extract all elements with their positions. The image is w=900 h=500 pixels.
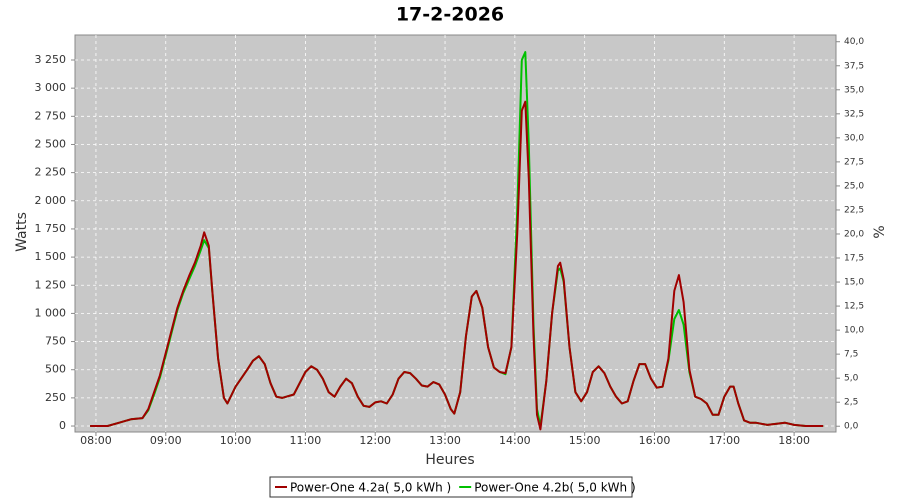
y-tick-label: 1 250 bbox=[35, 278, 67, 291]
x-tick-label: 15:00 bbox=[569, 434, 601, 447]
x-tick-label: 13:00 bbox=[429, 434, 461, 447]
x-tick-label: 17:00 bbox=[708, 434, 740, 447]
y-tick-label: 2 000 bbox=[35, 194, 67, 207]
x-tick-label: 09:00 bbox=[150, 434, 182, 447]
y-tick-label: 0 bbox=[59, 419, 66, 432]
y-tick-label: 1 500 bbox=[35, 250, 67, 263]
y2-tick-label: 35,0 bbox=[844, 85, 864, 95]
x-tick-label: 08:00 bbox=[80, 434, 112, 447]
y2-tick-label: 32,5 bbox=[844, 109, 864, 119]
x-tick-label: 16:00 bbox=[639, 434, 671, 447]
y-tick-label: 2 500 bbox=[35, 137, 67, 150]
y2-tick-label: 12,5 bbox=[844, 302, 864, 312]
plot-area bbox=[74, 34, 837, 433]
y-tick-label: 3 000 bbox=[35, 81, 67, 94]
y2-tick-label: 7,5 bbox=[844, 350, 858, 360]
y2-tick-label: 40,0 bbox=[844, 37, 864, 47]
x-tick-label: 12:00 bbox=[359, 434, 391, 447]
x-tick-label: 18:00 bbox=[778, 434, 810, 447]
y-tick-label: 2 250 bbox=[35, 166, 67, 179]
y2-tick-label: 30,0 bbox=[844, 133, 864, 143]
y-tick-label: 750 bbox=[45, 335, 66, 348]
legend-label: Power-One 4.2a( 5,0 kWh ) bbox=[290, 481, 451, 495]
y2-tick-label: 22,5 bbox=[844, 205, 864, 215]
y2-tick-label: 17,5 bbox=[844, 254, 864, 264]
x-axis-label: Heures bbox=[425, 452, 474, 468]
legend-label: Power-One 4.2b( 5,0 kWh ) bbox=[474, 481, 635, 495]
y2-tick-label: 27,5 bbox=[844, 157, 864, 167]
y-tick-label: 2 750 bbox=[35, 109, 67, 122]
x-tick-label: 14:00 bbox=[499, 434, 531, 447]
legend-box bbox=[269, 476, 633, 498]
y-tick-label: 250 bbox=[45, 391, 66, 404]
y2-tick-label: 10,0 bbox=[844, 326, 864, 336]
y2-axis-label: % bbox=[872, 225, 888, 238]
y-tick-label: 3 250 bbox=[35, 53, 67, 66]
y2-tick-label: 5,0 bbox=[844, 374, 859, 384]
y2-tick-label: 2,5 bbox=[844, 398, 858, 408]
y2-tick-label: 15,0 bbox=[844, 278, 864, 288]
y-tick-label: 500 bbox=[45, 363, 66, 376]
x-tick-label: 11:00 bbox=[290, 434, 322, 447]
y-tick-label: 1 750 bbox=[35, 222, 67, 235]
y2-tick-label: 20,0 bbox=[844, 229, 864, 239]
y2-tick-label: 37,5 bbox=[844, 61, 864, 71]
y2-tick-label: 25,0 bbox=[844, 181, 864, 191]
y-tick-label: 1 000 bbox=[35, 306, 67, 319]
y2-tick-label: 0,0 bbox=[844, 422, 859, 432]
chart-title: 17-2-2026 bbox=[396, 4, 504, 26]
y-axis-label: Watts bbox=[14, 212, 30, 252]
line-series bbox=[90, 100, 824, 431]
x-tick-label: 10:00 bbox=[220, 434, 252, 447]
